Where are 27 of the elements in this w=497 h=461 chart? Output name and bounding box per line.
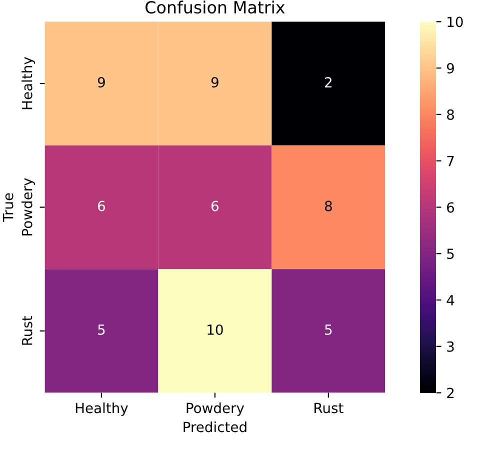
data-label: 10 [208, 324, 223, 335]
chart-title: Confusion Matrix [146, 0, 285, 14]
data-label: 2 [325, 77, 332, 88]
color-bar-label: 2 [447, 388, 454, 398]
y-tick-label: Powdery [22, 178, 36, 236]
data-label: 9 [98, 77, 105, 88]
data-label: 8 [324, 200, 332, 212]
x-tick-label: Powdery [186, 402, 244, 416]
x-tick-label: Rust [314, 402, 344, 414]
color-bar-label: 7 [447, 156, 454, 166]
color-bar-label: 10 [448, 16, 463, 28]
y-axis-title: True [2, 193, 14, 222]
data-label: 6 [98, 200, 106, 212]
y-tick-label: Healthy [22, 57, 36, 110]
x-tick-label: Healthy [76, 402, 128, 416]
x-axis-title: Predicted [184, 421, 246, 432]
data-label: 9 [211, 77, 218, 88]
y-tick-label: Rust [22, 316, 32, 345]
color-bar-label: 6 [447, 202, 454, 213]
data-label: 5 [325, 324, 332, 335]
color-bar-label: 8 [447, 109, 454, 120]
color-bar-label: 3 [447, 341, 454, 352]
color-bar-label: 5 [447, 248, 454, 260]
data-label: 6 [212, 200, 218, 212]
color-bar-label: 4 [446, 295, 454, 306]
color-bar-label: 9 [446, 63, 454, 74]
data-label: 5 [98, 324, 105, 335]
